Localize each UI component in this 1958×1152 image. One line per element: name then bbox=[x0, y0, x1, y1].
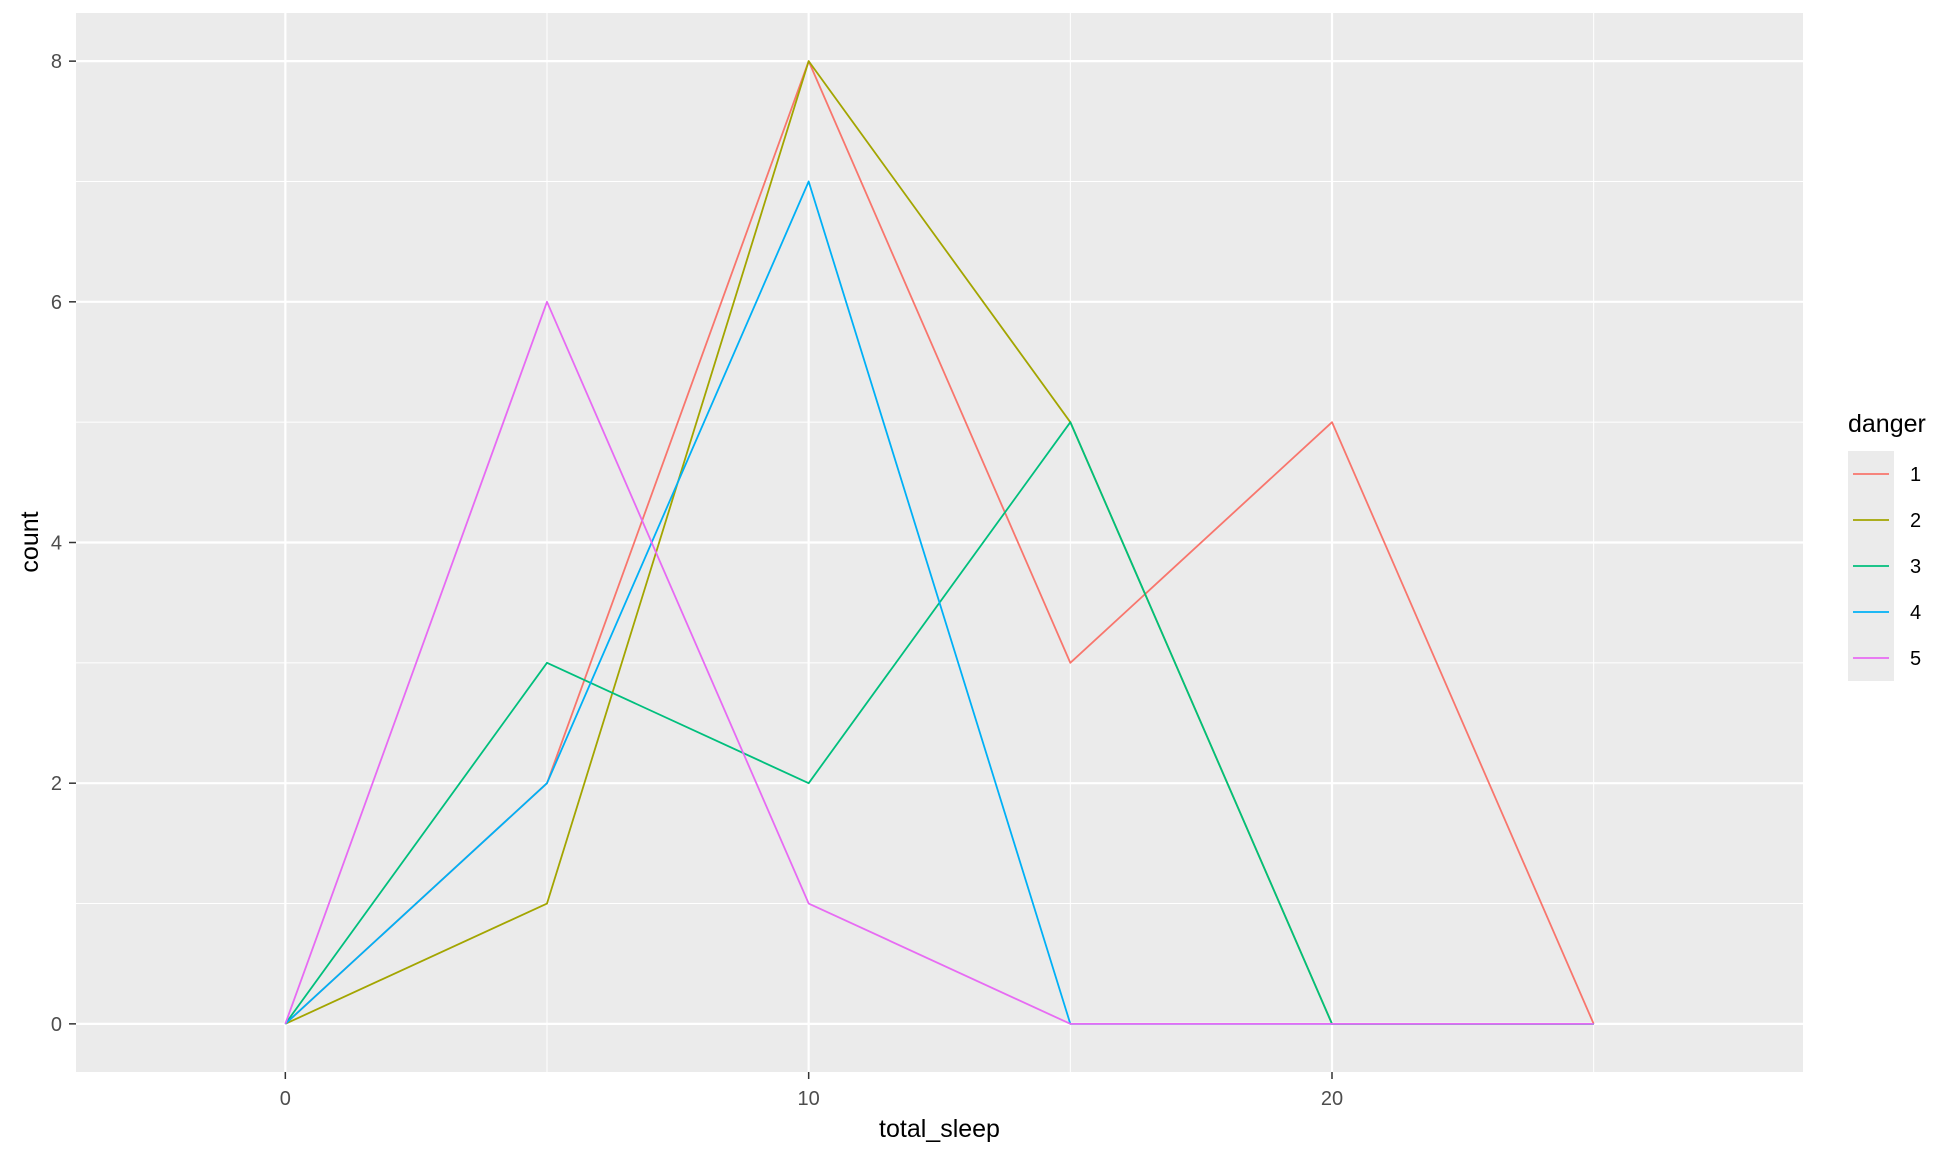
series-lines bbox=[284, 60, 1595, 1025]
y-tick-label: 4 bbox=[51, 533, 62, 555]
series-line-5 bbox=[284, 300, 1594, 1025]
x-axis-title: total_sleep bbox=[879, 1115, 1000, 1143]
x-tick-label: 10 bbox=[798, 1088, 820, 1110]
legend-title: danger bbox=[1848, 410, 1926, 438]
legend-label-3: 3 bbox=[1910, 556, 1921, 578]
y-axis: 0 2 4 6 8 bbox=[51, 51, 76, 1036]
legend-label-1: 1 bbox=[1910, 464, 1921, 486]
x-tick-label: 20 bbox=[1321, 1088, 1343, 1110]
x-tick-label: 0 bbox=[280, 1088, 291, 1110]
y-tick-label: 6 bbox=[51, 292, 62, 314]
legend-label-5: 5 bbox=[1910, 648, 1921, 670]
y-axis-title: count bbox=[16, 511, 44, 572]
legend: danger 1 2 3 4 5 bbox=[1848, 410, 1926, 681]
x-axis: 0 10 20 bbox=[280, 1072, 1343, 1110]
legend-label-4: 4 bbox=[1910, 602, 1921, 624]
y-tick-label: 2 bbox=[51, 773, 62, 795]
y-tick-label: 8 bbox=[51, 51, 62, 73]
y-tick-label: 0 bbox=[51, 1014, 62, 1036]
legend-label-2: 2 bbox=[1910, 510, 1921, 532]
